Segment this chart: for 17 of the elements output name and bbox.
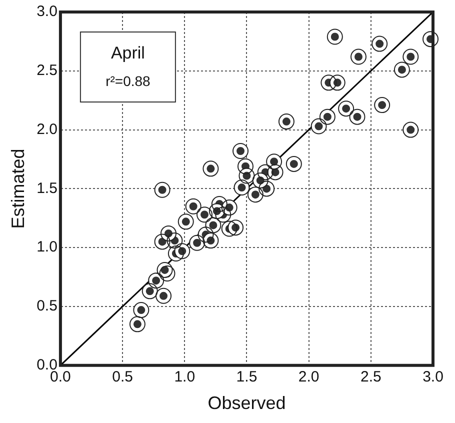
y-tick-label: 2.5 — [36, 62, 58, 80]
annotation: April — [110, 44, 145, 63]
x-tick-label: 2.0 — [298, 368, 320, 386]
y-tick-label: 1.5 — [36, 180, 58, 197]
x-axis-title: Observed — [208, 393, 286, 414]
x-tick-label: 2.5 — [360, 368, 382, 386]
y-axis-title: Estimated — [8, 148, 28, 229]
x-tick-label: 1.0 — [174, 368, 196, 386]
annotation: r²=0.88 — [106, 72, 151, 89]
y-tick-label: 0.5 — [36, 298, 58, 315]
x-tick-label: 1.5 — [236, 368, 258, 386]
x-tick-label: 0.5 — [112, 368, 133, 386]
x-tick-label: 3.0 — [422, 368, 444, 386]
point — [422, 31, 439, 48]
y-tick-label: 1.0 — [36, 238, 58, 256]
y-tick-label: 3.0 — [36, 3, 58, 20]
y-tick-label: 2.0 — [36, 120, 58, 138]
